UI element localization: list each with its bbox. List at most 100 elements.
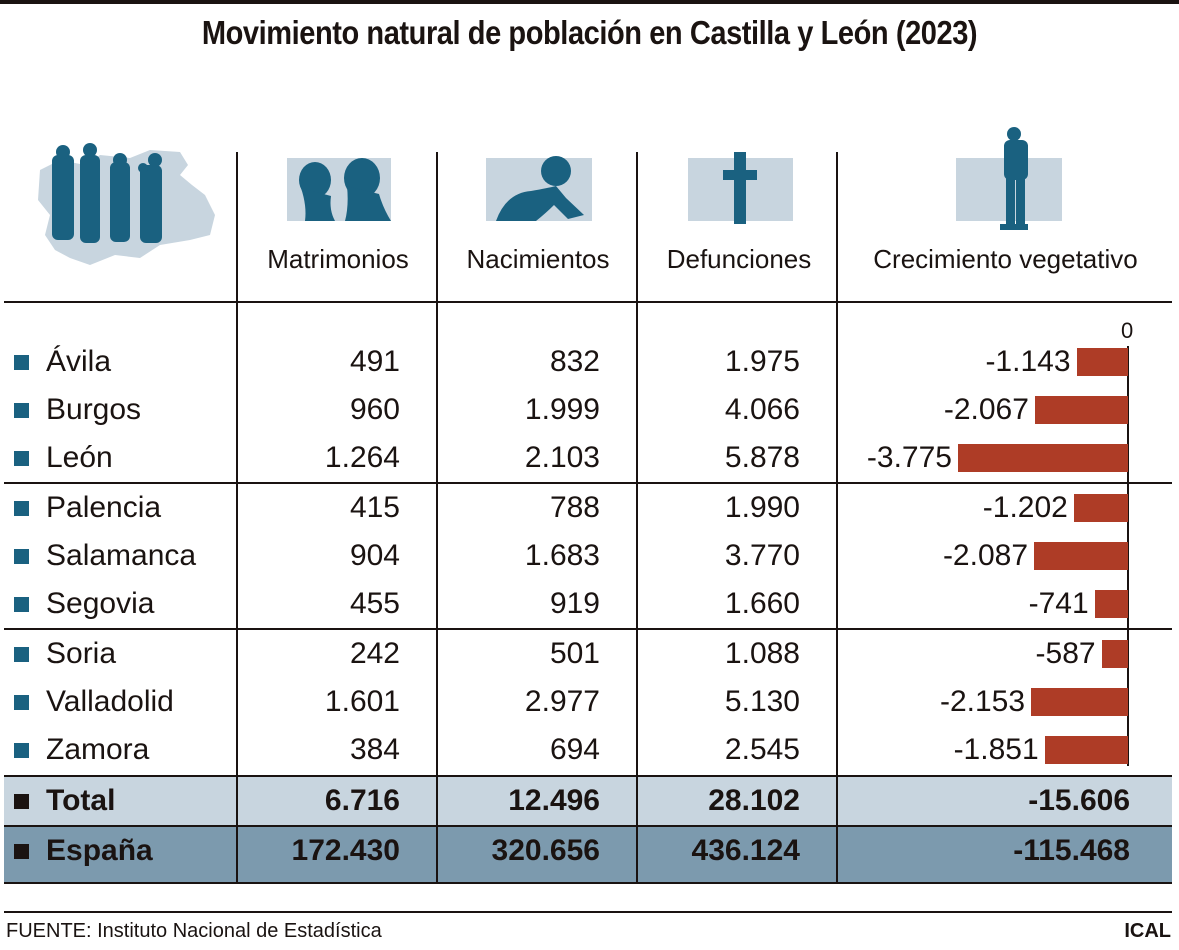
- row-bullet-icon: [14, 647, 29, 662]
- cell-matrimonios: 415: [349, 491, 400, 524]
- table-row: Salamanca 904 1.683 3.770 -2.087: [0, 532, 1179, 580]
- cell-defunciones: 2.545: [724, 733, 800, 766]
- crecimiento-bar: [1031, 688, 1128, 716]
- crecimiento-bar-label: -3.775: [866, 441, 952, 474]
- table-row: Palencia 415 788 1.990 -1.202: [0, 484, 1179, 532]
- top-rule: [0, 0, 1179, 4]
- row-bullet-icon: [14, 355, 29, 370]
- row-bullet-icon: [14, 794, 29, 809]
- couple-faces-icon: [287, 158, 391, 221]
- crecimiento-bar-label: -2.087: [942, 539, 1029, 572]
- cell-nacimientos: 320.656: [491, 834, 600, 867]
- crecimiento-bar: [1073, 494, 1128, 522]
- col-divider-3: [636, 152, 638, 883]
- crecimiento-bar-label: -587: [1035, 637, 1096, 670]
- crecimiento-bar-label: -2.067: [943, 393, 1029, 426]
- cell-nacimientos: 788: [549, 491, 600, 524]
- row-bullet-icon: [14, 597, 29, 612]
- header-divider: [4, 301, 1172, 303]
- col-header-nacimientos: Nacimientos: [466, 244, 610, 274]
- cell-matrimonios: 1.601: [324, 685, 400, 718]
- crecimiento-bar-label: -1.143: [985, 345, 1071, 378]
- cell-nacimientos: 919: [549, 587, 600, 620]
- cell-nacimientos: 694: [549, 733, 600, 766]
- crecimiento-bar: [1034, 542, 1128, 570]
- crecimiento-bar: [1076, 348, 1128, 376]
- table-row: Zamora 384 694 2.545 -1.851: [0, 726, 1179, 774]
- row-bullet-icon: [14, 743, 29, 758]
- cell-defunciones: 1.088: [724, 637, 800, 670]
- col-divider-2: [436, 152, 438, 883]
- crecimiento-bar: [1094, 590, 1128, 618]
- row-bullet-icon: [14, 403, 29, 418]
- cell-nacimientos: 2.103: [524, 441, 600, 474]
- crecimiento-bar-label: -2.153: [939, 685, 1026, 718]
- row-bullet-icon: [14, 501, 29, 516]
- cell-matrimonios: 242: [349, 637, 400, 670]
- cell-matrimonios: 455: [349, 587, 400, 620]
- group-divider-1: [4, 482, 1172, 484]
- cell-matrimonios: 904: [349, 539, 400, 572]
- cell-matrimonios: 6.716: [324, 784, 400, 817]
- cell-matrimonios: 491: [349, 345, 400, 378]
- cell-crecimiento: -115.468: [1013, 834, 1130, 867]
- cell-crecimiento: -15.606: [1028, 784, 1130, 817]
- crecimiento-bar: [1044, 736, 1128, 764]
- zero-axis-label: 0: [1121, 318, 1134, 343]
- cross-icon: [688, 152, 793, 224]
- cell-defunciones: 1.660: [724, 587, 800, 620]
- crecimiento-bar: [958, 444, 1128, 472]
- total-row-band: [4, 776, 1172, 826]
- table-row: León 1.264 2.103 5.878 -3.775: [0, 434, 1179, 482]
- table-row: Ávila 491 832 1.975 -1.143: [0, 338, 1179, 386]
- cell-defunciones: 1.975: [724, 345, 800, 378]
- table-row: Burgos 960 1.999 4.066 -2.067: [0, 386, 1179, 434]
- cell-nacimientos: 832: [549, 345, 600, 378]
- cell-nacimientos: 2.977: [524, 685, 600, 718]
- cell-nacimientos: 12.496: [508, 784, 600, 817]
- agency-credit: ICAL: [1124, 920, 1171, 942]
- col-divider-1: [236, 152, 238, 883]
- row-label: Ávila: [46, 345, 112, 378]
- cell-defunciones: 3.770: [724, 539, 800, 572]
- family-silhouette-icon: [956, 127, 1062, 230]
- row-label: Segovia: [46, 587, 155, 620]
- cell-defunciones: 5.130: [724, 685, 800, 718]
- page-title: Movimiento natural de población en Casti…: [201, 14, 978, 51]
- cell-defunciones: 436.124: [691, 834, 800, 867]
- zero-axis: [1127, 346, 1129, 766]
- row-label: Burgos: [46, 393, 142, 426]
- col-divider-4: [836, 152, 838, 883]
- row-label: León: [46, 441, 113, 474]
- spain-divider: [4, 825, 1172, 827]
- total-divider: [4, 775, 1172, 777]
- row-label: Salamanca: [46, 539, 197, 572]
- summary-row: España 172.430 320.656 436.124 -115.468: [0, 827, 1179, 875]
- cell-defunciones: 1.990: [724, 491, 800, 524]
- table-row: Valladolid 1.601 2.977 5.130 -2.153: [0, 678, 1179, 726]
- cell-matrimonios: 960: [349, 393, 400, 426]
- crecimiento-bar-label: -741: [1028, 587, 1089, 620]
- table-row: Soria 242 501 1.088 -587: [0, 630, 1179, 678]
- row-bullet-icon: [14, 451, 29, 466]
- spain-row-band: [4, 826, 1172, 883]
- group-divider-2: [4, 628, 1172, 630]
- cell-matrimonios: 172.430: [291, 834, 400, 867]
- crawling-baby-icon: [486, 156, 592, 221]
- cell-nacimientos: 1.683: [524, 539, 600, 572]
- row-bullet-icon: [14, 695, 29, 710]
- row-label: Total: [46, 784, 116, 817]
- crecimiento-bar-label: -1.851: [953, 733, 1039, 766]
- footer-rule: [4, 911, 1172, 913]
- row-bullet-icon: [14, 844, 29, 859]
- summary-row: Total 6.716 12.496 28.102 -15.606: [0, 777, 1179, 825]
- crecimiento-bar: [1034, 396, 1128, 424]
- cell-defunciones: 28.102: [708, 784, 800, 817]
- cell-nacimientos: 1.999: [524, 393, 600, 426]
- row-label: Palencia: [46, 491, 162, 524]
- cell-matrimonios: 1.264: [324, 441, 400, 474]
- col-header-defunciones: Defunciones: [666, 244, 812, 274]
- table-bottom: [4, 882, 1172, 884]
- col-header-crecimiento: Crecimiento vegetativo: [873, 244, 1138, 274]
- col-header-matrimonios: Matrimonios: [267, 244, 409, 274]
